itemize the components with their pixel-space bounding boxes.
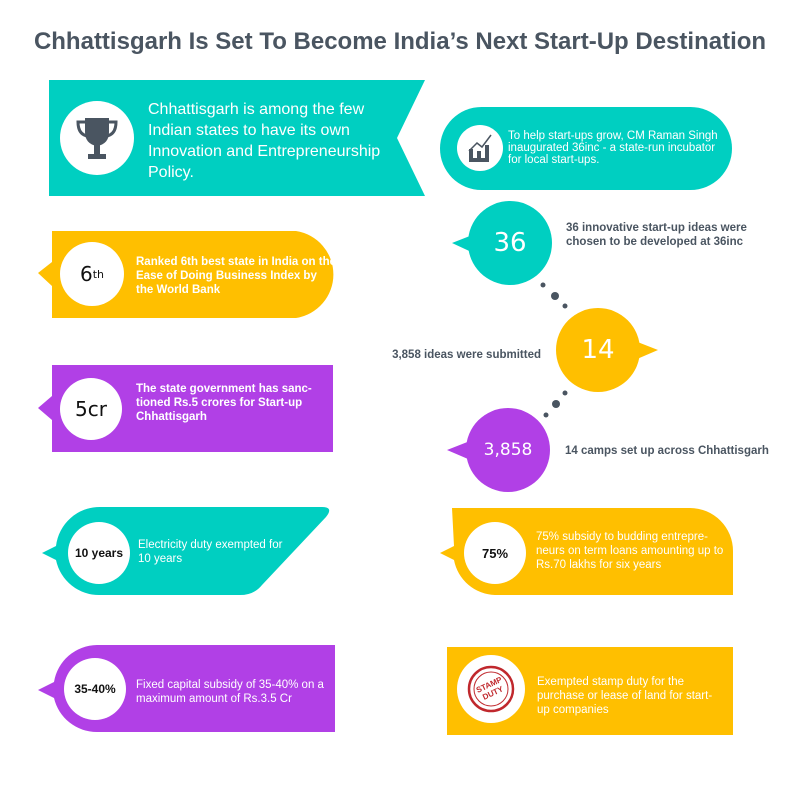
ranking-suffix: th — [92, 267, 105, 281]
funding-text: The state government has sanc-tioned Rs.… — [136, 383, 312, 423]
stat-3858-text: 14 camps set up across Chhattisgarh — [565, 445, 769, 457]
stat-36-text: 36 innovative start-up ideas were chosen… — [566, 222, 747, 248]
incubator-pill — [440, 107, 732, 190]
stat-14-circle: 14 — [556, 308, 640, 392]
ranking-text: Ranked 6th best state in India on the Ea… — [136, 256, 337, 296]
stat-3858-circle: 3,858 — [466, 408, 550, 492]
stamp-duty-icon: STAMP DUTY — [467, 665, 515, 713]
policy-text: Chhattisgarh is among the few Indian sta… — [148, 101, 381, 181]
loans-badge: 75% — [464, 522, 526, 584]
electricity-text: Electricity duty exempted for 10 years — [138, 539, 283, 565]
incubator-icon-badge — [457, 125, 503, 171]
capital-text: Fixed capital subsidy of 35-40% on a max… — [136, 679, 324, 705]
stamp-badge: STAMP DUTY — [457, 655, 525, 723]
ranking-value: 6 — [79, 262, 93, 286]
page-title: Chhattisgarh Is Set To Become India’s Ne… — [33, 28, 767, 55]
stamp-text: Exempted stamp duty for the purchase or … — [537, 676, 713, 716]
trophy-icon — [76, 118, 118, 159]
loans-text: 75% subsidy to budding entrepre-neurs on… — [536, 531, 724, 571]
growth-chart-icon — [468, 134, 492, 162]
capital-badge: 35-40% — [64, 658, 126, 720]
funding-badge: 5cr — [60, 378, 122, 440]
trophy-badge — [60, 101, 134, 175]
stat-14-text: 3,858 ideas were submitted — [392, 349, 541, 361]
stat-36-circle: 36 — [468, 201, 552, 285]
incubator-text: To help start-ups grow, CM Raman Singh i… — [508, 130, 718, 166]
connector-dots — [540, 282, 568, 418]
policy-banner — [49, 80, 425, 196]
electricity-badge: 10 years — [68, 522, 130, 584]
